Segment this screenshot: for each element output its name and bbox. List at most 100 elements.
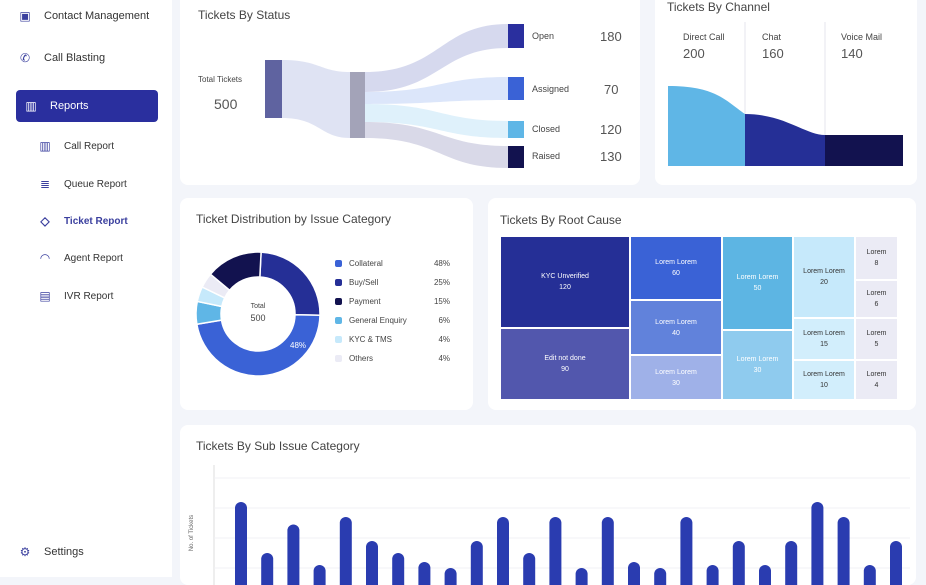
gear-icon: ⚙ <box>18 545 32 559</box>
legend-label: Collateral <box>349 259 383 268</box>
sankey-node <box>508 121 524 138</box>
bar <box>287 525 299 585</box>
cell-label: Lorem Lorem <box>737 356 779 363</box>
output-label: Open <box>532 31 554 41</box>
bar-chart-icon: ▥ <box>24 99 38 113</box>
sidebar-item-settings[interactable]: ⚙Settings <box>18 545 84 559</box>
bar <box>471 541 483 585</box>
legend-item: KYC & TMS 4% <box>335 335 450 344</box>
bar <box>811 502 823 585</box>
legend-pct: 25% <box>434 278 450 287</box>
cell-value: 40 <box>672 330 680 337</box>
list-icon: ≣ <box>38 177 52 191</box>
treemap-cell[interactable]: Lorem 4 <box>855 360 898 400</box>
legend-label: Others <box>349 354 373 363</box>
sidebar-item-ticket-report[interactable]: ◇Ticket Report <box>38 214 128 228</box>
output-label: Assigned <box>532 84 569 94</box>
headset-icon: ◠ <box>38 251 52 265</box>
tickets-by-channel-card: Tickets By Channel Direct Call 200 Chat … <box>655 0 917 185</box>
legend-pct: 6% <box>438 316 450 325</box>
bar <box>864 565 876 585</box>
donut-center-label: Total <box>248 303 268 310</box>
channel-area <box>825 135 903 166</box>
bar <box>890 541 902 585</box>
issue-distribution-card: Ticket Distribution by Issue Category To… <box>180 198 473 410</box>
cell-label: Lorem <box>867 249 887 256</box>
legend-swatch <box>335 279 342 286</box>
cell-label: Lorem <box>867 371 887 378</box>
treemap-cell[interactable]: Lorem Lorem 10 <box>793 360 855 400</box>
channel-value: 160 <box>762 46 784 61</box>
cell-value: 20 <box>820 279 828 286</box>
bar <box>759 565 771 585</box>
legend-pct: 48% <box>434 259 450 268</box>
legend-swatch <box>335 317 342 324</box>
sidebar-item-queue-report[interactable]: ≣Queue Report <box>38 177 127 191</box>
bar <box>523 553 535 585</box>
total-value: 500 <box>214 96 237 112</box>
cell-value: 4 <box>875 382 879 389</box>
bar <box>680 517 692 585</box>
sankey-chart <box>180 0 640 185</box>
sub-issue-card: Tickets By Sub Issue Category No. of Tic… <box>180 425 916 585</box>
cell-label: Lorem Lorem <box>803 330 845 337</box>
bar <box>418 562 430 585</box>
sidebar-item-reports[interactable]: ▥Reports <box>16 90 158 122</box>
sidebar-item-agent-report[interactable]: ◠Agent Report <box>38 251 123 265</box>
cell-label: Lorem Lorem <box>655 259 697 266</box>
bar <box>261 553 273 585</box>
sankey-node <box>350 72 365 138</box>
bar <box>602 517 614 585</box>
sidebar-item-ivr-report[interactable]: ▤IVR Report <box>38 289 113 303</box>
bar <box>549 517 561 585</box>
sankey-node <box>508 77 524 100</box>
cell-value: 10 <box>820 382 828 389</box>
bar <box>235 502 247 585</box>
output-value: 180 <box>600 29 622 44</box>
bar <box>497 517 509 585</box>
output-label: Closed <box>532 124 560 134</box>
sidebar-item-call-report[interactable]: ▥Call Report <box>38 139 114 153</box>
legend-pct: 4% <box>438 335 450 344</box>
legend-swatch <box>335 260 342 267</box>
bar-chart-icon: ▥ <box>38 139 52 153</box>
sidebar-item-call-blasting[interactable]: ✆Call Blasting <box>18 51 105 65</box>
cell-value: 15 <box>820 341 828 348</box>
treemap-cell[interactable]: Lorem Lorem 15 <box>793 318 855 360</box>
channel-label: Direct Call <box>683 32 725 42</box>
bar <box>733 541 745 585</box>
channel-label: Chat <box>762 32 781 42</box>
cell-label: Lorem <box>867 290 887 297</box>
channel-value: 140 <box>841 46 863 61</box>
sidebar-item-contact-management[interactable]: ▣Contact Management <box>18 9 149 23</box>
channel-area <box>668 86 745 166</box>
legend-swatch <box>335 355 342 362</box>
cell-label: Lorem Lorem <box>803 371 845 378</box>
cell-label: Lorem Lorem <box>655 369 697 376</box>
contact-icon: ▣ <box>18 9 32 23</box>
total-label: Total Tickets <box>198 75 242 84</box>
cell-value: 5 <box>875 341 879 348</box>
legend-label: KYC & TMS <box>349 335 392 344</box>
bar <box>628 562 640 585</box>
cell-label: KYC Unverified <box>541 273 589 280</box>
bar <box>785 541 797 585</box>
legend-pct: 4% <box>438 354 450 363</box>
donut-slice <box>260 252 320 315</box>
channel-value: 200 <box>683 46 705 61</box>
output-value: 70 <box>604 82 618 97</box>
tag-icon: ◇ <box>38 214 52 228</box>
